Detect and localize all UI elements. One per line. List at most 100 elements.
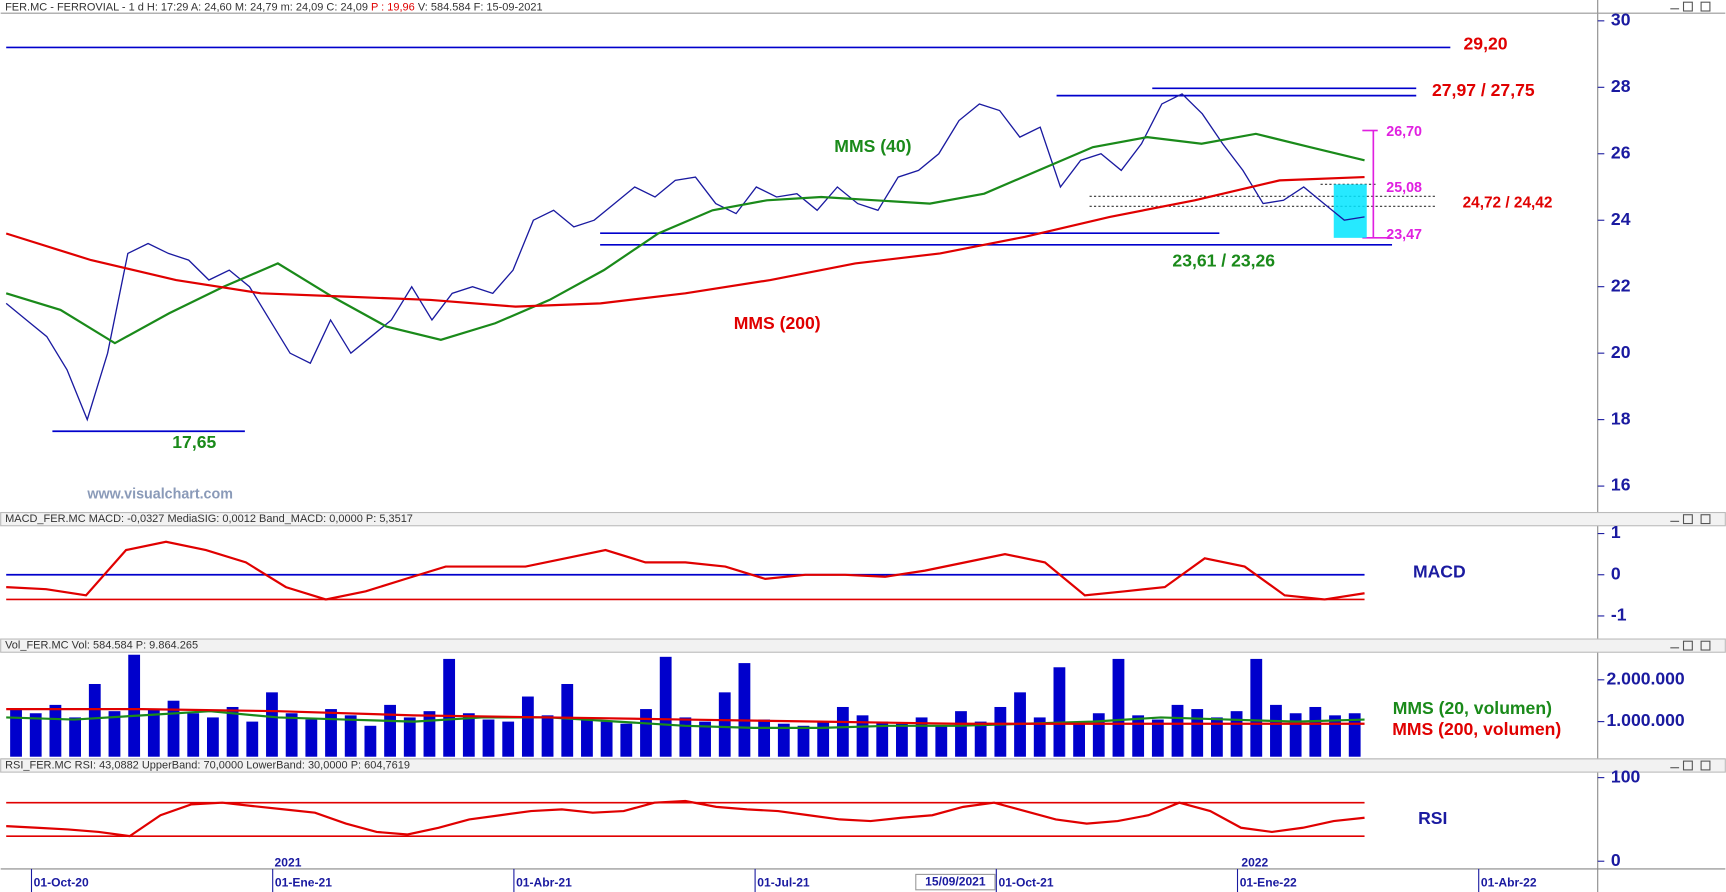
volume-bar (1151, 719, 1164, 757)
volume-bar (718, 692, 731, 757)
cursor-box (915, 873, 996, 891)
series-label: MMS (20, volumen) (1393, 698, 1552, 718)
volume-bar (541, 715, 554, 757)
volume-bar (817, 721, 830, 757)
x-tick-label: 01-Oct-21 (999, 875, 1054, 889)
level-label: 26,70 (1386, 124, 1422, 140)
y-tick-label: 1.000.000 (1607, 710, 1685, 730)
volume-bar (128, 654, 141, 757)
panel-header: RSI_FER.MC RSI: 43,0882 UpperBand: 70,00… (5, 759, 410, 771)
volume-bar (1348, 713, 1361, 757)
volume-bar (1112, 658, 1125, 757)
header-text: FER.MC - FERROVIAL - 1 d H: 17:29 A: 24,… (5, 2, 371, 14)
y-tick-label: 18 (1611, 408, 1631, 428)
series-line (6, 540, 1365, 601)
level-label: 23,47 (1386, 227, 1422, 243)
volume-bar (1289, 713, 1302, 757)
volume-bar (384, 704, 396, 757)
series-line (6, 707, 1365, 725)
annotation: MACD (1413, 562, 1466, 582)
window-button (1682, 760, 1693, 771)
y-tick-label: 2.000.000 (1607, 668, 1685, 688)
volume-bar (1309, 706, 1322, 757)
volume-bar (620, 723, 633, 757)
volume-bar (187, 713, 200, 757)
level-label: 23,61 / 23,26 (1172, 250, 1275, 270)
x-tick-label: 01-Oct-20 (34, 875, 89, 889)
volume-bar (659, 656, 672, 757)
volume-bar (1230, 711, 1243, 757)
volume-bar (876, 721, 889, 757)
series-label: MMS (40) (834, 136, 911, 156)
volume-bar (1250, 658, 1263, 757)
volume-bar (955, 711, 967, 757)
volume-bar (836, 706, 849, 757)
series-line (6, 710, 1365, 729)
volume-bar (679, 717, 692, 757)
volume-bar (443, 658, 456, 757)
level-label: 25,08 (1386, 180, 1422, 196)
annotation: RSI (1418, 808, 1447, 828)
volume-bar (581, 717, 593, 757)
year-label: 2022 (1241, 856, 1268, 870)
annotation: www.visualchart.com (86, 487, 233, 503)
volume-bar (699, 721, 711, 757)
volume-bar (974, 721, 987, 757)
volume-bar (1053, 667, 1066, 757)
y-tick-label: 0 (1611, 563, 1621, 583)
y-tick-label: 16 (1611, 475, 1631, 495)
series-label: MMS (200, volumen) (1392, 719, 1561, 739)
panel-header: Vol_FER.MC Vol: 584.584 P: 9.864.265 (5, 640, 198, 652)
series-line (5, 175, 1365, 308)
cursor-label: 15/09/2021 (925, 874, 986, 888)
volume-bar (521, 696, 534, 757)
volume-bar (285, 713, 298, 757)
volume-bar (462, 713, 475, 757)
y-tick-label: 22 (1611, 275, 1631, 295)
volume-bar (561, 683, 574, 757)
volume-bar (1092, 713, 1105, 757)
volume-bar (147, 709, 160, 757)
level-label: 17,65 (172, 432, 216, 452)
y-tick-label: 1 (1611, 522, 1621, 542)
volume-bar (49, 704, 62, 757)
panel-header: FER.MC - FERROVIAL - 1 d H: 17:29 A: 24,… (5, 2, 543, 14)
panel-header: MACD_FER.MC MACD: -0,0327 MediaSIG: 0,00… (5, 513, 413, 525)
volume-bar (482, 719, 495, 757)
window-button (1682, 1, 1693, 12)
x-tick-label: 01-Abr-21 (516, 875, 572, 889)
series-line (6, 799, 1365, 838)
volume-bar (1073, 721, 1085, 757)
volume-bar (325, 709, 337, 757)
y-tick-label: 26 (1611, 142, 1631, 162)
level-label: 24,72 / 24,42 (1463, 195, 1553, 212)
volume-bar (246, 721, 259, 757)
y-tick-label: 30 (1611, 9, 1631, 29)
volume-bar (640, 709, 652, 757)
volume-bar (423, 711, 436, 757)
window-button (1700, 640, 1711, 651)
y-tick-label: 100 (1611, 766, 1641, 786)
volume-bar (1329, 715, 1341, 757)
panel-header-bar (0, 638, 1726, 653)
volume-bar (364, 725, 377, 757)
y-tick-label: 20 (1611, 342, 1631, 362)
year-label: 2021 (275, 856, 302, 870)
y-tick-label: 0 (1611, 850, 1621, 870)
highlight-box (1333, 184, 1367, 238)
volume-bar (69, 717, 82, 757)
series-line (5, 132, 1365, 345)
volume-bar (167, 700, 180, 757)
series-line (5, 93, 1365, 422)
volume-bar (108, 711, 121, 757)
x-tick-label: 01-Ene-22 (1240, 875, 1297, 889)
volume-bar (777, 723, 790, 757)
window-button (1700, 514, 1711, 525)
volume-bar (88, 683, 101, 757)
volume-bar (758, 719, 771, 757)
window-button (1682, 514, 1693, 525)
panel-header-bar (0, 511, 1726, 527)
window-button (1700, 1, 1711, 12)
